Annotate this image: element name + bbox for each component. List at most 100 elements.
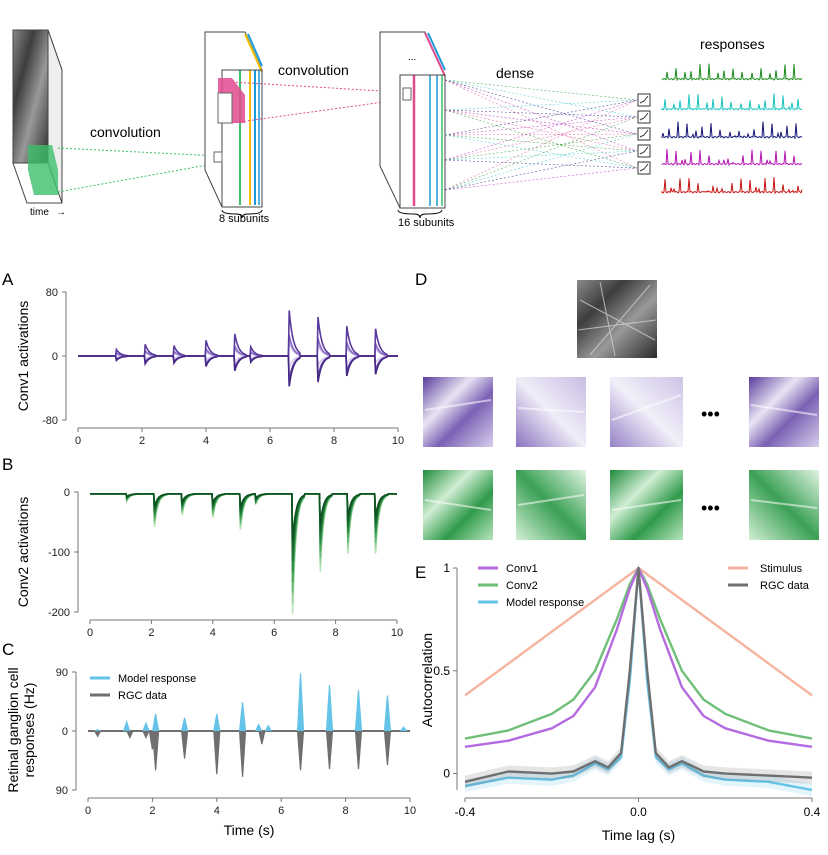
legend-label: RGC data [760, 580, 810, 592]
dense-connection [444, 134, 638, 169]
y-axis-label: Conv2 activations [15, 497, 31, 608]
confidence-band [465, 561, 812, 788]
rgc-data-peak [142, 730, 150, 739]
panel-d-label: D [415, 270, 427, 289]
conv2-filter-2 [516, 470, 586, 540]
output-unit [637, 110, 651, 124]
x-axis-label: Time lag (s) [602, 827, 675, 843]
x-tick-label: 2 [149, 805, 155, 817]
rgc-data-peak [383, 730, 392, 766]
conv2-diagram-label: convolution [278, 62, 349, 78]
responses-label: responses [700, 36, 765, 52]
model-response-peak [400, 726, 408, 732]
x-tick-label: 0.0 [630, 805, 647, 819]
x-tick-label: 4 [214, 805, 220, 817]
subunits-8-label: 8 subunits [219, 213, 270, 225]
model-response-peak [255, 723, 263, 732]
model-response-peak [383, 695, 392, 732]
dense-connections [444, 79, 638, 191]
legend-label: Model response [506, 597, 584, 609]
response-trace [661, 121, 803, 140]
nonlinearity-icon [639, 112, 649, 121]
x-axis-label: Time (s) [224, 822, 275, 838]
y-tick-label: -80 [42, 415, 58, 427]
dense-connection [444, 79, 638, 101]
panel-b-label: B [2, 455, 13, 474]
dense-connection [444, 134, 638, 152]
conv1-filter-3 [610, 377, 683, 447]
dense-connection [444, 109, 638, 135]
y-tick-label: -200 [48, 607, 70, 619]
panel-e-label: E [415, 563, 426, 582]
dense-connection [444, 99, 638, 136]
legend-label: Model response [118, 673, 196, 685]
dense-connection [444, 116, 638, 136]
model-response-peak [354, 690, 363, 732]
x-tick-label: 2 [148, 627, 154, 639]
y-tick-label: 90 [56, 785, 68, 797]
x-tick-label: 6 [278, 805, 284, 817]
dense-connection [444, 150, 638, 161]
x-tick-label: 6 [271, 627, 277, 639]
rgc-data-peak [325, 730, 334, 770]
x-tick-label: 4 [203, 435, 209, 447]
panel-e-chart: -0.4 0.0 0.4 1 0.5 0 Time lag (s) Autocorrelati… [419, 561, 821, 843]
rgc-data-peak [213, 730, 221, 775]
rgc-data-peak [238, 730, 247, 777]
y-tick-label: 0 [443, 767, 450, 781]
y-tick-label: 0 [62, 726, 68, 738]
dense-connection [444, 116, 638, 161]
y-axis-label-line2: responses (Hz) [21, 683, 37, 778]
y-axis-label: Autocorrelation [419, 633, 435, 727]
dense-connection [444, 79, 638, 152]
layer2-stack: ... [379, 31, 446, 209]
y-tick-label: 0 [52, 351, 58, 363]
rgc-data-peak [152, 730, 160, 771]
legend-label: Stimulus [760, 563, 803, 575]
model-response-peak [152, 713, 160, 732]
stimulus-patch-lines [577, 281, 657, 357]
x-tick-label: 0 [75, 435, 81, 447]
panel-b-chart: 0 2 4 6 8 10 0 -100 -200 Conv2 activations [15, 487, 403, 639]
time-arrow-icon: → [56, 207, 66, 218]
dense-connection [444, 99, 638, 191]
output-unit [637, 144, 651, 158]
conv1-filter-ellipsis: ••• [701, 404, 720, 424]
rgc-data-peak [354, 730, 363, 770]
y-tick-label: -100 [48, 547, 70, 559]
legend-label: RGC data [118, 690, 168, 702]
x-tick-label: 0 [87, 627, 93, 639]
bracket-16 [397, 209, 443, 219]
dense-connection [444, 99, 638, 161]
y-axis-label: Conv1 activations [15, 301, 31, 412]
layer1-stack [204, 31, 263, 208]
model-response-peak [123, 719, 131, 732]
legend-label: Conv2 [506, 580, 538, 592]
x-tick-label: 8 [343, 805, 349, 817]
panel-a-label: A [2, 270, 14, 289]
nonlinearity-icon [639, 129, 649, 138]
dense-connection [444, 99, 638, 111]
x-tick-label: 8 [331, 435, 337, 447]
x-tick-label: 4 [210, 627, 216, 639]
stimulus-kernel [28, 145, 58, 195]
stimulus-block [12, 29, 63, 204]
conv1-diagram-label: convolution [90, 124, 161, 140]
y-tick-label: 0.5 [433, 664, 450, 678]
conv2-activation-series [90, 493, 397, 541]
rgc-data-peak [296, 730, 305, 771]
architecture-diagram: time → convolution 8 subunits convolutio… [12, 29, 803, 229]
model-response-peak [296, 673, 305, 732]
model-response-peak [213, 713, 221, 732]
x-tick-label: 0.4 [804, 805, 821, 819]
nonlinearity-icon [639, 163, 649, 172]
y-axis-label-line1: Retinal ganglion cell [5, 667, 21, 792]
layer2-ellipsis: ... [408, 52, 416, 63]
nonlinearity-icon [639, 146, 649, 155]
autocorr-series [464, 566, 813, 783]
panel-c-chart: 0 2 4 6 8 10 Time (s) 90 0 90 Retinal ganglion cel… [5, 667, 416, 838]
dense-connection [444, 159, 638, 169]
dense-connection [444, 133, 638, 191]
model-response-peak [142, 721, 150, 732]
